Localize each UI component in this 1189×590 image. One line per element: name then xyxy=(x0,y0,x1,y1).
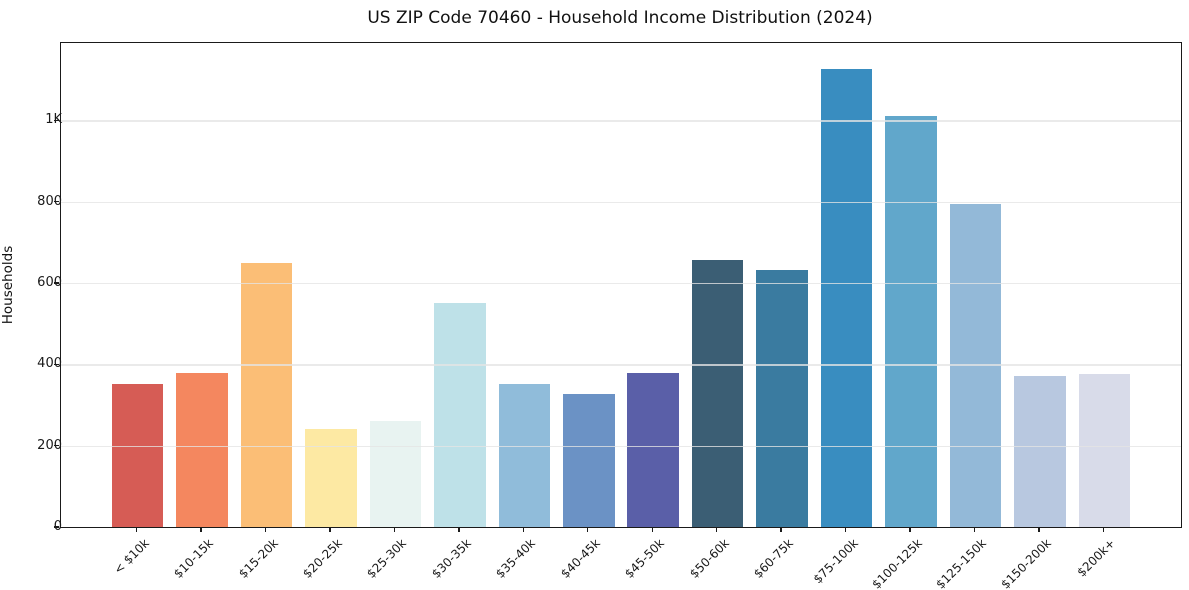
gridline-y-800 xyxy=(61,201,1181,203)
x-tick xyxy=(1038,527,1040,532)
bar-$35-40k xyxy=(498,383,551,527)
gridline-y-200 xyxy=(61,445,1181,448)
bar-< $10k xyxy=(111,383,164,527)
x-tick-label: $75-100k xyxy=(810,536,861,587)
y-tick-label: 600 xyxy=(37,274,62,290)
bar-$125-150k xyxy=(949,204,1002,527)
x-tick-label: $30-35k xyxy=(428,536,474,581)
x-tick-label: $20-25k xyxy=(300,536,345,581)
x-tick-label: $100-125k xyxy=(869,536,925,590)
bar-$75-100k xyxy=(820,69,873,527)
x-tick xyxy=(200,527,202,532)
x-tick-label: $45-50k xyxy=(622,536,668,581)
y-tick xyxy=(54,526,60,528)
y-tick xyxy=(54,363,60,365)
bar-$45-50k xyxy=(627,373,679,527)
gridline-y-400 xyxy=(61,364,1181,366)
bar-$150-200k xyxy=(1014,376,1066,527)
bar-$15-20k xyxy=(240,263,293,527)
x-tick-label: < $10k xyxy=(110,536,152,577)
bar-$25-30k xyxy=(369,421,422,527)
x-tick-label: $40-45k xyxy=(557,536,603,581)
bar-$50-60k xyxy=(691,259,744,527)
x-tick-label: $35-40k xyxy=(493,536,539,581)
x-tick xyxy=(587,527,589,532)
y-tick xyxy=(54,282,60,284)
bar-$200k+ xyxy=(1078,374,1131,527)
y-tick-label: 400 xyxy=(37,356,62,372)
chart-title: US ZIP Code 70460 - Household Income Dis… xyxy=(367,8,873,28)
x-tick xyxy=(393,527,396,532)
x-tick-label: $15-20k xyxy=(235,536,281,581)
bar-$30-35k xyxy=(434,303,486,527)
y-tick-label: 200 xyxy=(37,437,62,453)
bar-$10-15k xyxy=(176,373,228,527)
y-tick-label: 800 xyxy=(37,193,62,209)
x-tick xyxy=(780,527,782,532)
x-tick xyxy=(329,527,331,532)
x-tick xyxy=(909,527,911,532)
gridline-y-1000 xyxy=(61,120,1181,122)
x-tick-label: $10-15k xyxy=(171,536,217,581)
y-tick-label: 1K xyxy=(45,112,62,128)
x-tick xyxy=(715,527,718,532)
x-tick xyxy=(973,527,976,532)
x-tick xyxy=(844,527,847,532)
x-tick-label: $50-60k xyxy=(686,536,732,581)
x-tick xyxy=(135,527,138,532)
y-tick xyxy=(54,200,60,203)
y-tick xyxy=(54,119,60,121)
x-tick-label: $150-200k xyxy=(998,536,1054,590)
x-tick xyxy=(651,527,653,532)
gridline-y-600 xyxy=(61,282,1181,285)
bar-$100-125k xyxy=(885,115,937,527)
y-tick xyxy=(54,444,60,447)
bar-$20-25k xyxy=(305,428,357,527)
x-tick xyxy=(1102,527,1104,532)
x-tick-label: $25-30k xyxy=(364,536,410,581)
x-tick-label: $200k+ xyxy=(1074,536,1119,580)
x-tick xyxy=(458,527,460,532)
bar-$60-75k xyxy=(756,269,808,527)
plot-area xyxy=(54,42,1182,528)
x-tick-label: $60-75k xyxy=(751,536,796,581)
y-tick-label: 0 xyxy=(53,519,62,534)
x-tick-label: $125-150k xyxy=(933,536,990,590)
bar-$40-45k xyxy=(563,394,615,527)
x-tick xyxy=(522,527,525,532)
x-tick xyxy=(264,527,267,532)
